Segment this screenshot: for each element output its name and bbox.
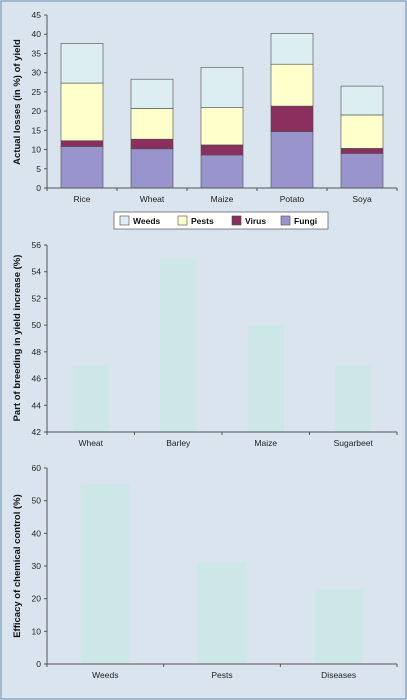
bar-potato-weeds — [270, 33, 314, 65]
x-tick-label-wheat: Wheat — [78, 438, 103, 448]
legend-label-weeds: Weeds — [133, 216, 161, 226]
y-tick-label: 40 — [32, 29, 42, 39]
y-tick-label: 30 — [32, 561, 42, 571]
legend-swatch-fungi — [280, 215, 291, 226]
chart1-axes: 0 5 10 15 20 25 30 35 40 45 Rice Wheat Maize Potato So… — [32, 10, 398, 204]
x-tick-label-wheat: Wheat — [140, 194, 165, 204]
y-tick-label: 44 — [32, 400, 42, 410]
y-tick-label: 50 — [32, 496, 42, 506]
bar-potato-virus — [270, 105, 314, 132]
bar-soya-weeds — [340, 85, 384, 116]
bar-maize — [247, 325, 285, 432]
chemical-control-chart: Efficacy of chemical control (%) 0 10 20 30… — [12, 463, 398, 680]
x-tick-label-diseases: Diseases — [321, 670, 356, 680]
y-tick-label: 20 — [32, 594, 42, 604]
legend-box — [113, 211, 329, 230]
bar-potato-fungi — [270, 131, 314, 189]
y-tick-label: 5 — [36, 164, 41, 174]
y-tick-label: 0 — [36, 659, 41, 669]
chart2-bars — [72, 258, 372, 432]
x-tick-label-maize: Maize — [211, 194, 234, 204]
bar-wheat-weeds — [130, 78, 174, 109]
y-tick-label: 54 — [32, 267, 42, 277]
chart1-ylabel: Actual losses (in %) of yield — [12, 39, 23, 165]
bar-wheat — [72, 365, 110, 432]
y-tick-label: 46 — [32, 374, 42, 384]
y-tick-label: 10 — [32, 626, 42, 636]
x-tick-label-sugarbeet: Sugarbeet — [334, 438, 374, 448]
chart2-ylabel: Part of breeding in yield increase (%) — [12, 255, 23, 422]
x-tick-label-soya: Soya — [352, 194, 372, 204]
bar-wheat-pests — [130, 108, 174, 140]
y-tick-label: 35 — [32, 48, 42, 58]
y-tick-label: 48 — [32, 347, 42, 357]
bar-wheat-virus — [130, 138, 174, 150]
bar-potato-pests — [270, 63, 314, 107]
legend-label-pests: Pests — [191, 216, 214, 226]
legend-label-virus: Virus — [245, 216, 266, 226]
crop-losses-chart: Actual losses (in %) of yield 0 5 10 15 20 25… — [12, 10, 398, 230]
bar-diseases — [314, 588, 364, 664]
chart3-axes: 0 10 20 30 40 50 60 Weeds Pests Diseases — [32, 463, 398, 680]
legend-swatch-pests — [177, 215, 188, 226]
y-tick-label: 40 — [32, 528, 42, 538]
y-tick-label: 56 — [32, 240, 42, 250]
legend-swatch-weeds — [119, 215, 130, 226]
bar-rice-fungi — [60, 146, 104, 189]
legend-label-fungi: Fungi — [294, 216, 317, 226]
bar-maize-fungi — [200, 154, 244, 189]
x-tick-label-barley: Barley — [166, 438, 191, 448]
bar-wheat-fungi — [130, 148, 174, 189]
y-tick-label: 0 — [36, 183, 41, 193]
x-tick-label-maize: Maize — [254, 438, 277, 448]
bar-barley — [159, 258, 197, 432]
x-tick-label-weeds: Weeds — [92, 670, 118, 680]
legend-swatch-virus — [231, 215, 242, 226]
bar-maize-pests — [200, 107, 244, 146]
y-tick-label: 45 — [32, 10, 42, 20]
bar-rice-weeds — [60, 43, 104, 84]
bar-soya-fungi — [340, 153, 384, 189]
y-tick-label: 15 — [32, 125, 42, 135]
bar-maize-weeds — [200, 66, 244, 108]
chart3-bars — [80, 484, 364, 664]
bar-soya-virus — [340, 148, 384, 154]
chart1-bars — [60, 33, 384, 189]
y-tick-label: 42 — [32, 427, 42, 437]
y-tick-label: 25 — [32, 87, 42, 97]
y-tick-label: 50 — [32, 320, 42, 330]
bar-pests — [197, 562, 247, 664]
y-tick-label: 52 — [32, 293, 42, 303]
y-tick-label: 10 — [32, 145, 42, 155]
x-tick-label-rice: Rice — [73, 194, 90, 204]
bar-rice-virus — [60, 140, 104, 147]
bar-maize-virus — [200, 144, 244, 156]
chart3-ylabel: Efficacy of chemical control (%) — [12, 494, 23, 638]
bar-sugarbeet — [334, 365, 372, 432]
y-tick-label: 60 — [32, 463, 42, 473]
y-tick-label: 30 — [32, 68, 42, 78]
x-tick-label-pests: Pests — [211, 670, 232, 680]
y-tick-label: 20 — [32, 106, 42, 116]
breeding-share-chart: Part of breeding in yield increase (%) 4… — [12, 240, 398, 448]
bar-rice-pests — [60, 82, 104, 142]
bar-soya-pests — [340, 114, 384, 149]
x-tick-label-potato: Potato — [280, 194, 305, 204]
chart2-axes: 42 44 46 48 50 52 54 56 Wheat Barley Maize Sugarbee… — [32, 240, 398, 448]
bar-weeds — [80, 484, 130, 664]
chart1-legend: Weeds Pests Virus Fungi — [113, 211, 329, 230]
